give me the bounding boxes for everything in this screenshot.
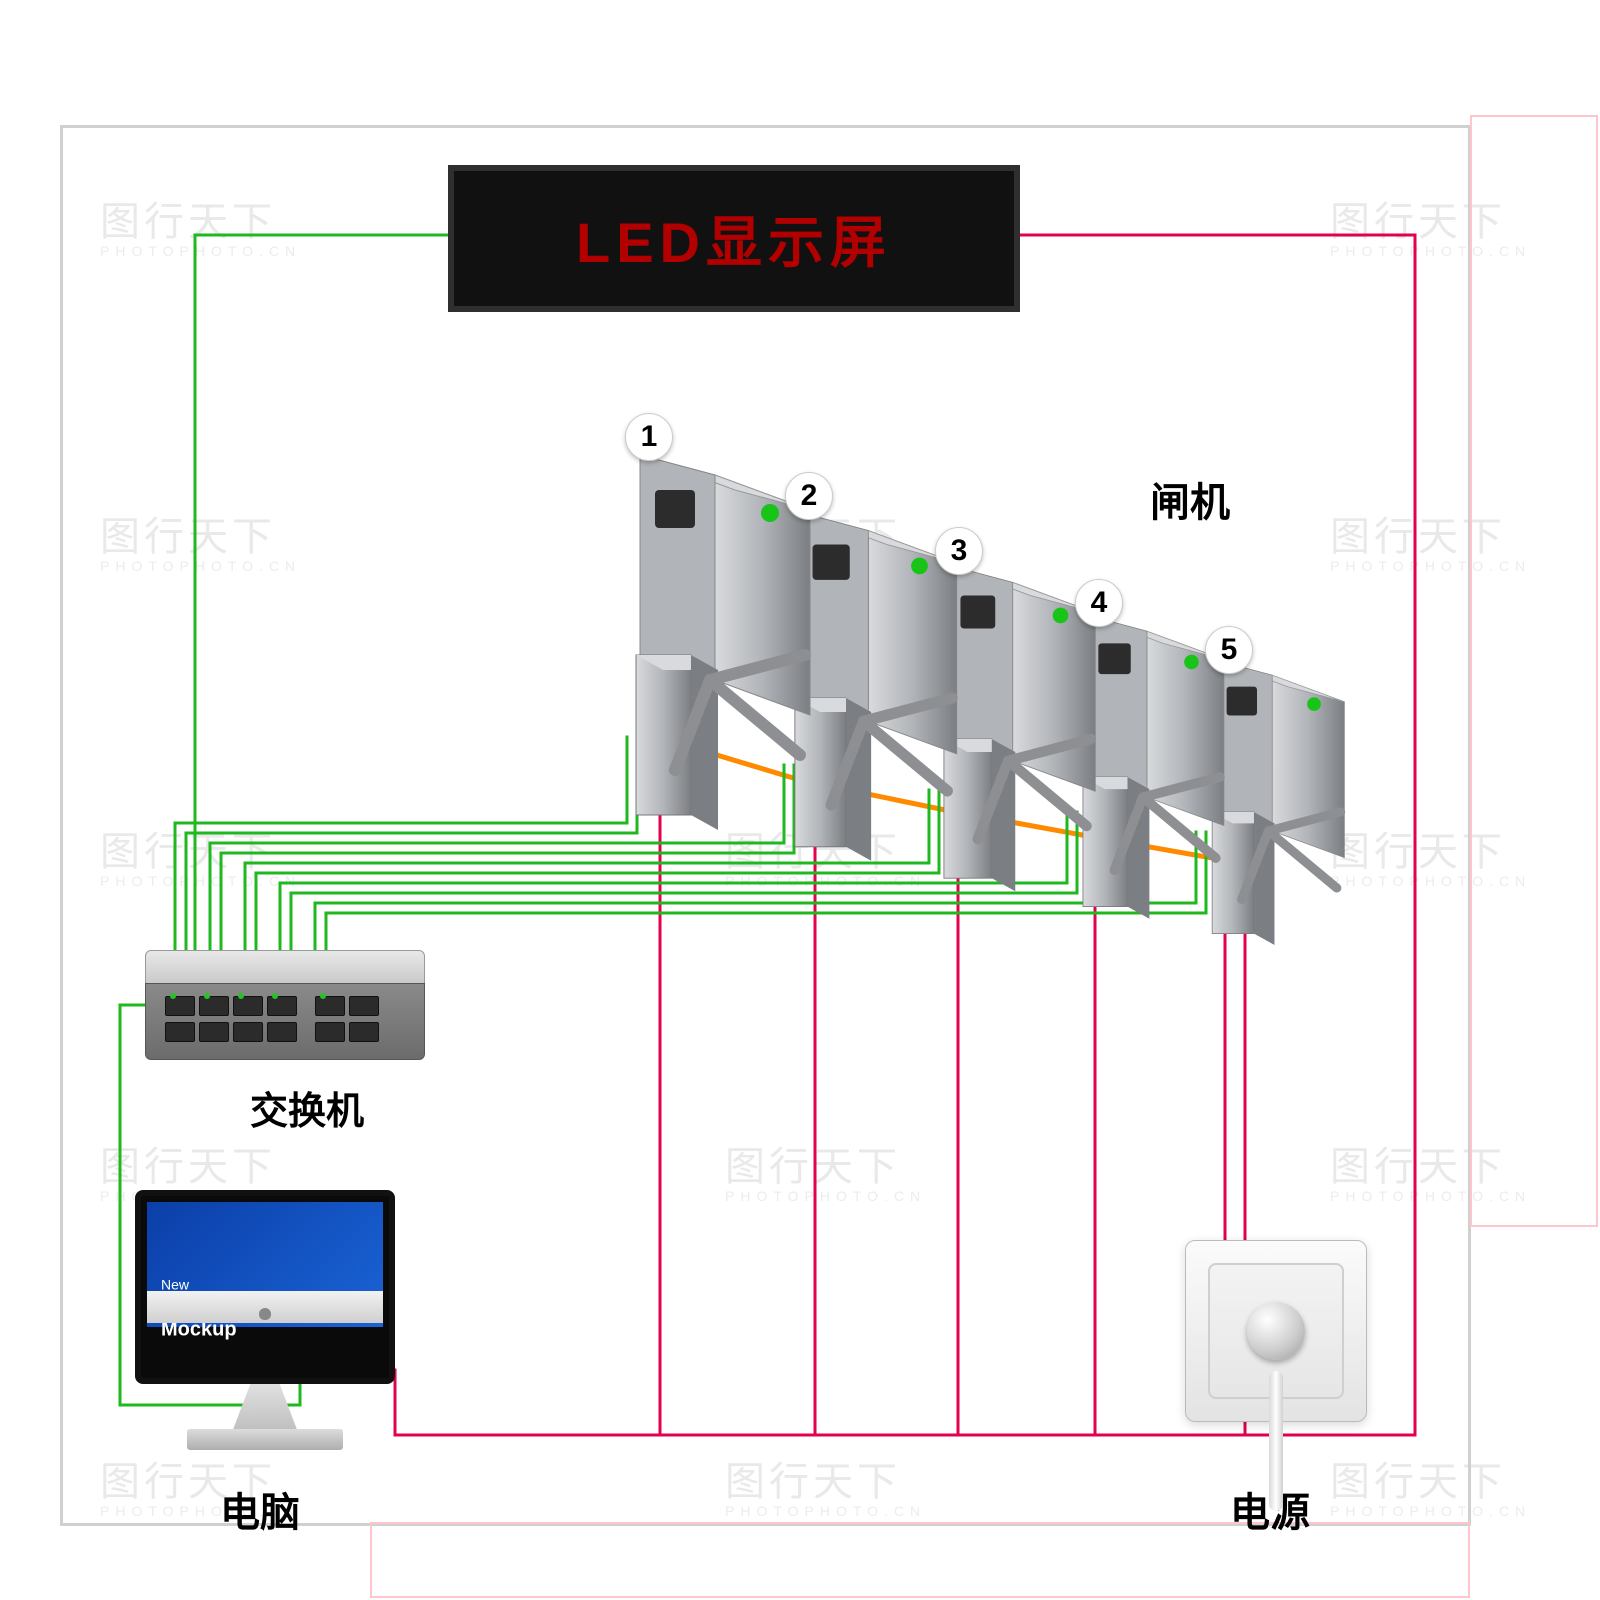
switch-port bbox=[233, 1022, 263, 1042]
label-gates: 闸机 bbox=[1150, 470, 1230, 528]
wire bbox=[195, 235, 448, 960]
wire bbox=[186, 737, 637, 965]
led-display-text: LED显示屏 bbox=[576, 198, 892, 279]
switch-port bbox=[349, 996, 379, 1016]
gate-number-badge: 3 bbox=[935, 527, 983, 575]
switch-port bbox=[233, 996, 263, 1016]
computer-foot bbox=[187, 1429, 343, 1450]
power-plug-icon bbox=[1247, 1302, 1305, 1360]
gate-number-badge: 4 bbox=[1075, 579, 1123, 627]
power-outlet bbox=[1185, 1240, 1367, 1422]
switch-port bbox=[349, 1022, 379, 1042]
switch-top bbox=[145, 950, 425, 985]
diagram-canvas: 图行天下PHOTOPHOTO.CN图行天下PHOTOPHOTO.CN图行天下PH… bbox=[0, 0, 1600, 1600]
gate-number-badge: 2 bbox=[785, 472, 833, 520]
led-display: LED显示屏 bbox=[448, 165, 1020, 312]
power-cord bbox=[1269, 1371, 1283, 1511]
switch-port bbox=[315, 1022, 345, 1042]
apple-logo-icon bbox=[259, 1308, 271, 1320]
computer: New iMac Mockup bbox=[135, 1190, 395, 1450]
gate-number-badge: 5 bbox=[1205, 626, 1253, 674]
switch-port bbox=[267, 996, 297, 1016]
switch-port bbox=[199, 996, 229, 1016]
gate-number-badge: 1 bbox=[625, 413, 673, 461]
computer-screen: New iMac Mockup bbox=[135, 1190, 395, 1384]
switch-port bbox=[315, 996, 345, 1016]
switch-port bbox=[199, 1022, 229, 1042]
label-computer: 电脑 bbox=[220, 1480, 300, 1538]
wire bbox=[175, 737, 627, 965]
network-switch bbox=[145, 950, 425, 1060]
label-switch: 交换机 bbox=[250, 1080, 364, 1135]
switch-port bbox=[165, 996, 195, 1016]
switch-port bbox=[165, 1022, 195, 1042]
switch-port bbox=[267, 1022, 297, 1042]
